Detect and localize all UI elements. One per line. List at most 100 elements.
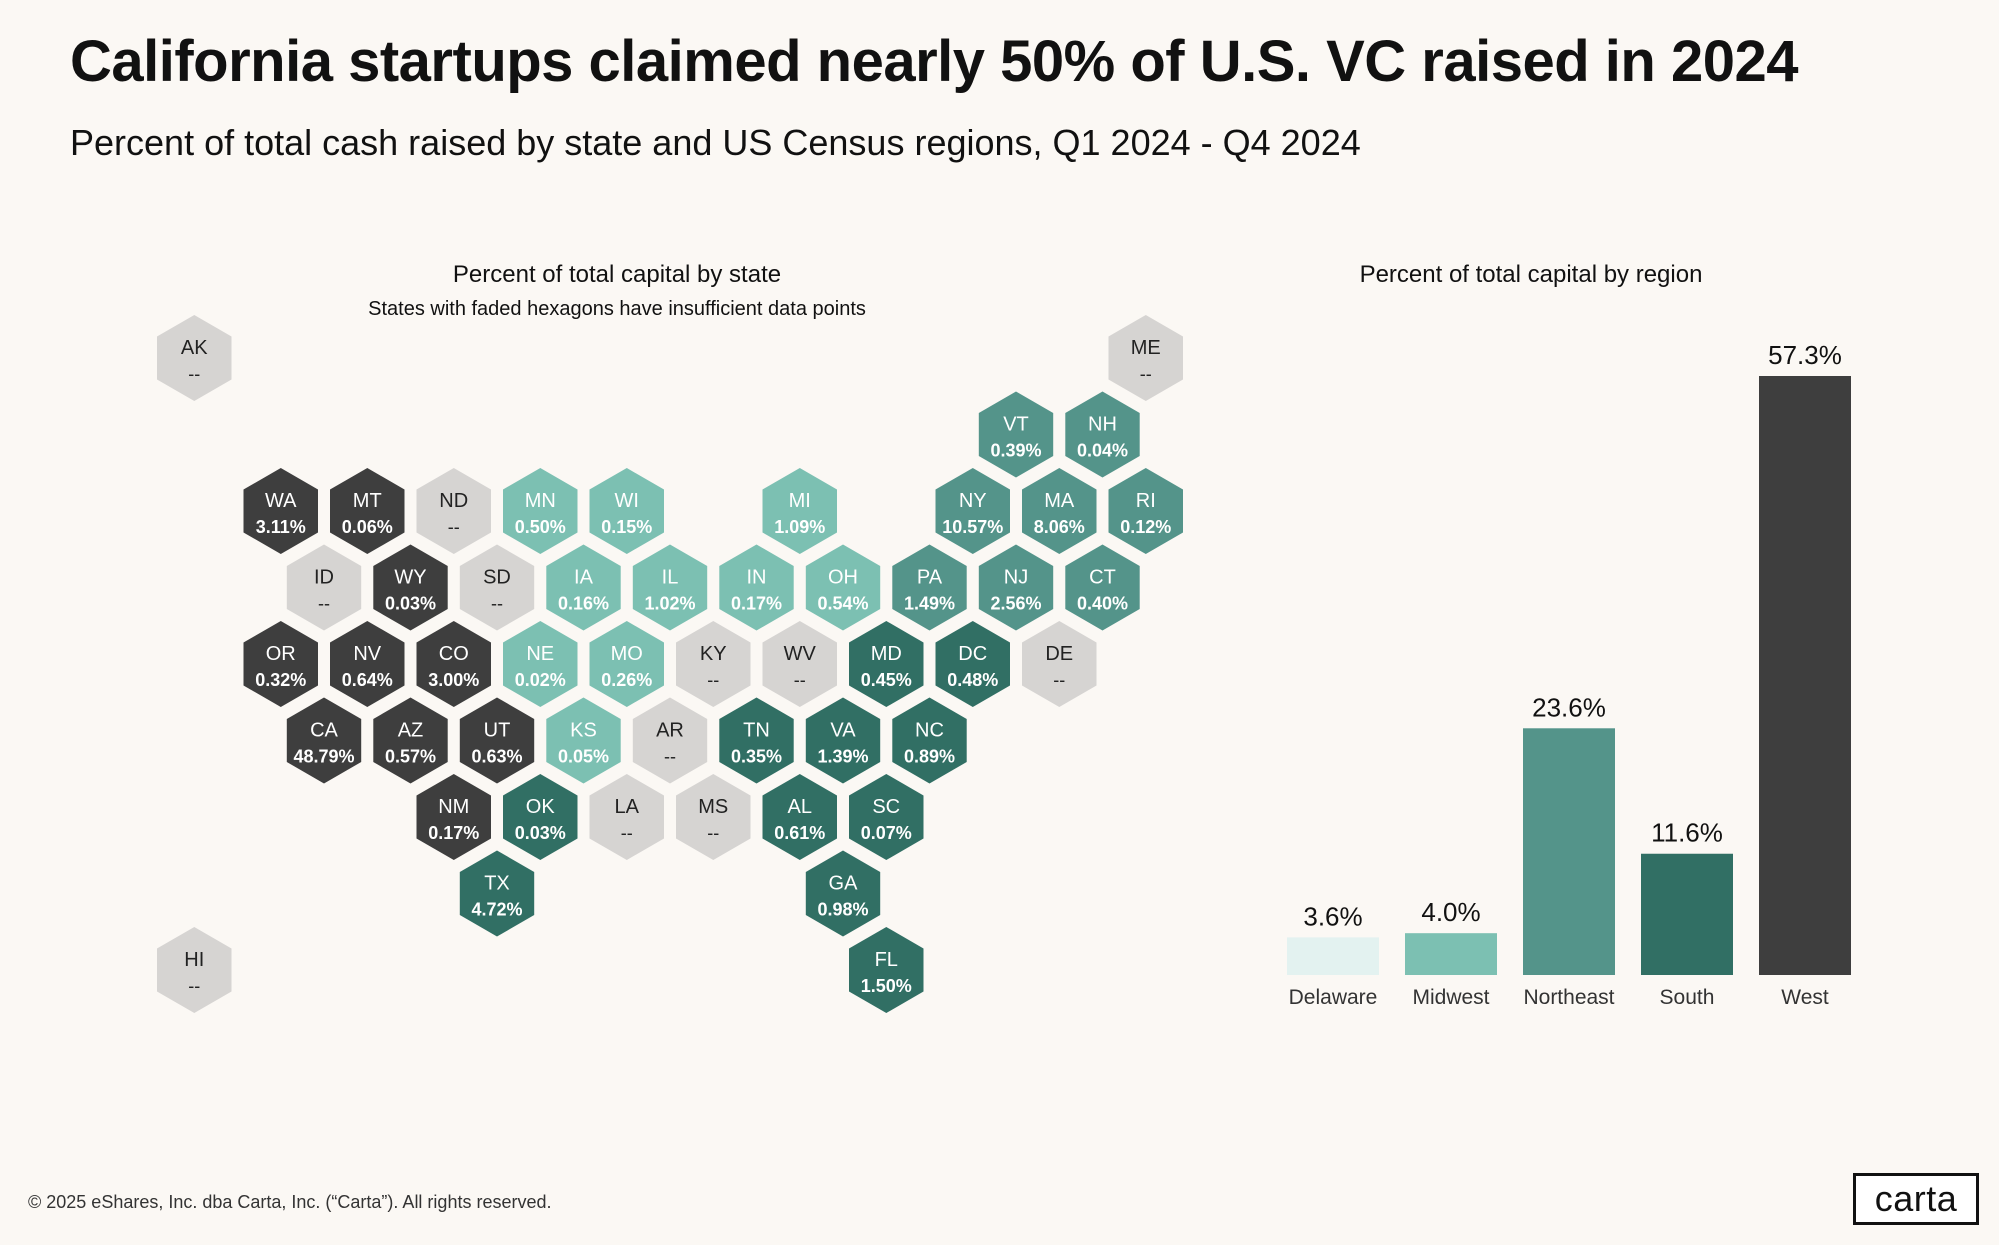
state-hex-ma: MA 8.06% [1022, 468, 1097, 554]
state-hex-nc: NC 0.89% [892, 697, 967, 784]
state-hex-vt: VT 0.39% [978, 391, 1054, 478]
state-value-label: 1.02% [644, 594, 695, 614]
state-code-label: NM [438, 796, 469, 818]
state-code-label: TN [743, 720, 770, 742]
state-hex-nh: NH 0.04% [1065, 391, 1140, 478]
carta-logo-text: carta [1874, 1178, 1958, 1219]
state-hex-ks: KS 0.05% [546, 697, 621, 784]
state-hex-ny: NY 10.57% [935, 468, 1010, 554]
state-hex-me: ME -- [1108, 315, 1183, 401]
state-value-label: 0.61% [774, 823, 825, 843]
bar-value-label: 57.3% [1768, 340, 1842, 370]
state-code-label: SC [872, 796, 900, 818]
state-code-label: MD [871, 643, 902, 665]
state-code-label: OK [526, 796, 556, 818]
state-hex-wv: WV -- [762, 621, 837, 707]
state-hex-ut: UT 0.63% [459, 697, 535, 784]
state-value-label: 0.64% [342, 670, 393, 690]
state-hex-or: OR 0.32% [243, 621, 318, 707]
state-hex-shape [503, 468, 578, 554]
state-value-label: 0.03% [385, 594, 436, 614]
state-code-label: IA [574, 567, 594, 589]
chart-title: California startups claimed nearly 50% o… [70, 29, 1799, 94]
state-code-label: LA [615, 796, 640, 818]
state-value-label: -- [448, 517, 460, 537]
state-value-label: 0.06% [342, 517, 393, 537]
hexmap-subtitle: States with faded hexagons have insuffic… [368, 298, 866, 320]
state-hex-shape [157, 927, 232, 1013]
state-hex-ct: CT 0.40% [1065, 544, 1140, 631]
state-hex-shape [243, 468, 318, 554]
state-hex-shape [416, 468, 491, 554]
state-code-label: MT [353, 490, 382, 512]
state-hex-shape [330, 621, 405, 707]
state-hex-shape [632, 544, 708, 631]
bar-delaware [1287, 937, 1379, 975]
state-hex-shape [676, 621, 751, 707]
state-value-label: 0.63% [471, 747, 522, 767]
state-value-label: -- [491, 594, 503, 614]
state-hex-shape [849, 621, 924, 707]
state-value-label: 0.26% [601, 670, 652, 690]
bar-category-label: Midwest [1412, 986, 1489, 1009]
state-code-label: MI [789, 490, 811, 512]
state-hex-shape [589, 774, 664, 860]
state-code-label: ME [1131, 337, 1161, 359]
state-value-label: 0.98% [817, 900, 868, 920]
state-hex-pa: PA 1.49% [892, 544, 967, 631]
state-value-label: -- [1053, 670, 1065, 690]
state-hex-shape [373, 544, 448, 631]
state-value-label: 8.06% [1034, 517, 1085, 537]
state-hex-shape [503, 774, 578, 860]
state-value-label: 0.03% [515, 823, 566, 843]
bar-northeast [1523, 728, 1615, 975]
hexmap-title: Percent of total capital by state [453, 261, 781, 288]
state-hex-va: VA 1.39% [805, 697, 881, 784]
bar-value-label: 3.6% [1303, 901, 1362, 931]
state-hex-shape [1065, 544, 1140, 631]
state-hex-il: IL 1.02% [632, 544, 708, 631]
state-hex-ok: OK 0.03% [503, 774, 578, 860]
state-hex-shape [546, 544, 621, 631]
state-code-label: UT [484, 720, 511, 742]
state-code-label: AL [788, 796, 812, 818]
state-hex-shape [589, 621, 664, 707]
state-hex-ne: NE 0.02% [503, 621, 578, 707]
state-hex-shape [330, 468, 405, 554]
state-code-label: WA [265, 490, 297, 512]
region-bar-title: Percent of total capital by region [1360, 261, 1703, 288]
bar-value-label: 23.6% [1532, 692, 1606, 722]
state-value-label: -- [188, 364, 200, 384]
state-value-label: -- [318, 594, 330, 614]
state-value-label: -- [664, 747, 676, 767]
state-hex-az: AZ 0.57% [373, 697, 448, 784]
state-hex-shape [1022, 468, 1097, 554]
state-hex-ky: KY -- [676, 621, 751, 707]
state-hex-in: IN 0.17% [719, 544, 794, 631]
state-hexmap: AK -- ME -- VT 0.39% NH 0.04% WA 3.11% MT 0.06% ND --… [157, 315, 1183, 1013]
state-hex-sd: SD -- [459, 544, 535, 631]
state-code-label: IN [747, 567, 767, 589]
state-code-label: ID [314, 567, 334, 589]
state-hex-hi: HI -- [157, 927, 232, 1013]
state-value-label: 0.02% [515, 670, 566, 690]
state-hex-shape [1108, 315, 1183, 401]
state-hex-shape [459, 697, 535, 784]
state-code-label: ND [439, 490, 468, 512]
state-code-label: MN [525, 490, 556, 512]
state-hex-shape [286, 697, 362, 784]
state-hex-mn: MN 0.50% [503, 468, 578, 554]
bar-midwest [1405, 933, 1497, 975]
state-hex-ca: CA 48.79% [286, 697, 362, 784]
state-code-label: HI [184, 949, 204, 971]
bar-category-label: Northeast [1523, 986, 1614, 1009]
state-code-label: NY [959, 490, 987, 512]
state-hex-shape [416, 621, 491, 707]
state-value-label: 0.15% [601, 517, 652, 537]
state-hex-shape [546, 697, 621, 784]
state-code-label: TX [484, 873, 510, 895]
state-hex-shape [849, 927, 924, 1013]
state-hex-ak: AK -- [157, 315, 232, 401]
state-hex-nm: NM 0.17% [416, 774, 491, 860]
state-hex-shape [762, 468, 837, 554]
